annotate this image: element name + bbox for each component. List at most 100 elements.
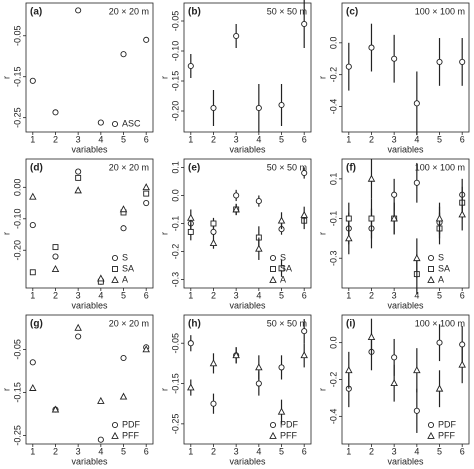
x-axis-label: variables — [387, 144, 424, 154]
marker — [75, 174, 82, 181]
x-tick-label: 3 — [234, 290, 239, 300]
marker — [255, 104, 262, 112]
marker — [210, 104, 217, 112]
marker — [413, 100, 420, 107]
y-tick-label: -0.25 — [170, 414, 180, 435]
marker — [52, 109, 59, 116]
x-tick-label: 1 — [188, 134, 193, 144]
y-tick-label: 0.0 — [328, 336, 338, 349]
legend-marker — [269, 421, 277, 429]
panel-label: (d) — [30, 163, 43, 174]
marker — [74, 323, 82, 331]
x-tick-label: 1 — [30, 446, 35, 456]
legend-label: PFF — [280, 430, 298, 440]
x-tick-label: 3 — [234, 134, 239, 144]
y-tick-label: -0.2 — [170, 244, 180, 260]
marker — [29, 77, 36, 84]
marker — [143, 199, 150, 207]
legend-marker — [428, 266, 434, 272]
y-axis-label: r — [159, 232, 169, 235]
marker — [255, 198, 262, 205]
panel-label: (e) — [188, 163, 200, 174]
x-axis-label: variables — [229, 144, 266, 154]
x-tick-label: 4 — [98, 446, 103, 456]
marker — [52, 253, 59, 260]
legend-label: PDF — [122, 419, 141, 429]
legend-marker — [112, 266, 118, 272]
marker — [119, 205, 128, 213]
legend-label: S — [122, 252, 128, 262]
x-tick-label: 4 — [414, 290, 419, 300]
x-tick-label: 4 — [98, 290, 103, 300]
y-tick-label: -0.05 — [12, 26, 22, 47]
marker — [29, 192, 37, 200]
x-axis-label: variables — [387, 456, 424, 466]
y-tick-label: -0.2 — [328, 372, 338, 388]
x-tick-label: 6 — [144, 446, 149, 456]
marker — [75, 168, 82, 175]
marker — [255, 380, 262, 387]
x-tick-label: 5 — [279, 446, 284, 456]
x-tick-label: 5 — [437, 446, 442, 456]
x-axis-label: variables — [229, 456, 266, 466]
marker — [458, 210, 466, 218]
plot-frame — [183, 314, 312, 445]
marker — [390, 379, 398, 387]
marker — [300, 210, 308, 218]
x-tick-label: 1 — [346, 134, 351, 144]
legend-label: S — [280, 252, 286, 262]
marker — [435, 384, 444, 392]
marker — [367, 174, 376, 182]
marker — [97, 119, 104, 126]
x-axis-label: variables — [71, 456, 108, 466]
x-tick-label: 2 — [369, 446, 374, 456]
y-axis-label: r — [317, 388, 327, 391]
marker — [391, 354, 398, 361]
x-tick-label: 1 — [30, 134, 35, 144]
marker — [120, 354, 127, 362]
scale-label: 100 × 100 m — [415, 162, 465, 172]
y-tick-label: -0.1 — [328, 211, 338, 227]
panel-label: (a) — [30, 7, 42, 18]
marker — [278, 364, 285, 371]
marker — [368, 44, 375, 51]
legend-marker — [111, 254, 119, 262]
y-tick-label: -0.15 — [12, 382, 22, 403]
y-tick-label: -0.25 — [12, 425, 22, 446]
x-tick-label: 6 — [302, 290, 307, 300]
x-tick-label: 5 — [121, 290, 126, 300]
y-tick-label: 0.00 — [12, 179, 22, 197]
plot-frame — [183, 2, 312, 133]
y-tick-label: -0.4 — [328, 409, 338, 425]
legend-marker — [269, 275, 277, 283]
y-tick-label: -0.25 — [12, 107, 22, 128]
marker — [436, 339, 443, 346]
marker — [301, 328, 308, 335]
scale-label: 20 × 20 m — [109, 162, 149, 172]
scale-label: 50 × 50 m — [267, 6, 307, 16]
legend-label: SA — [122, 263, 134, 273]
x-tick-label: 4 — [256, 134, 261, 144]
x-tick-label: 2 — [369, 290, 374, 300]
x-axis-label: variables — [71, 300, 108, 310]
legend-marker — [427, 421, 435, 429]
x-tick-label: 6 — [460, 134, 465, 144]
marker — [459, 341, 466, 348]
panel-label: (b) — [188, 7, 201, 18]
marker — [368, 215, 375, 222]
x-tick-label: 4 — [98, 134, 103, 144]
marker — [120, 225, 127, 232]
y-tick-label: -0.3 — [328, 250, 338, 266]
legend-marker — [427, 431, 435, 439]
x-tick-label: 3 — [392, 134, 397, 144]
marker — [187, 213, 195, 221]
legend-label: SA — [280, 263, 292, 273]
marker — [391, 191, 398, 198]
marker — [345, 215, 352, 222]
panel-label: (h) — [188, 319, 201, 330]
marker — [29, 359, 36, 366]
marker — [74, 186, 82, 194]
marker — [209, 238, 218, 246]
marker — [119, 392, 128, 400]
y-axis-label: r — [317, 76, 327, 79]
